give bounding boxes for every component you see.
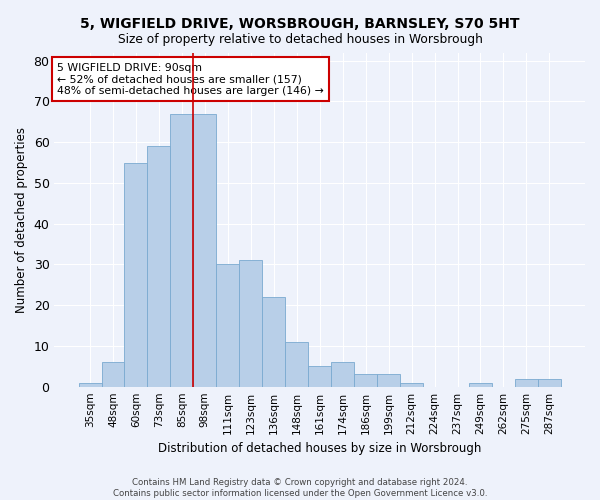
Text: Contains HM Land Registry data © Crown copyright and database right 2024.
Contai: Contains HM Land Registry data © Crown c… — [113, 478, 487, 498]
Text: 5 WIGFIELD DRIVE: 90sqm
← 52% of detached houses are smaller (157)
48% of semi-d: 5 WIGFIELD DRIVE: 90sqm ← 52% of detache… — [57, 62, 324, 96]
Bar — [170, 114, 193, 386]
Bar — [308, 366, 331, 386]
Y-axis label: Number of detached properties: Number of detached properties — [15, 126, 28, 312]
X-axis label: Distribution of detached houses by size in Worsbrough: Distribution of detached houses by size … — [158, 442, 481, 455]
Bar — [193, 114, 217, 386]
Bar — [124, 162, 148, 386]
Text: 5, WIGFIELD DRIVE, WORSBROUGH, BARNSLEY, S70 5HT: 5, WIGFIELD DRIVE, WORSBROUGH, BARNSLEY,… — [80, 18, 520, 32]
Bar — [354, 374, 377, 386]
Bar — [101, 362, 124, 386]
Bar — [239, 260, 262, 386]
Bar — [469, 382, 492, 386]
Bar — [217, 264, 239, 386]
Bar — [538, 378, 561, 386]
Bar — [262, 297, 285, 386]
Bar — [400, 382, 423, 386]
Bar — [331, 362, 354, 386]
Bar — [515, 378, 538, 386]
Bar — [148, 146, 170, 386]
Bar — [79, 382, 101, 386]
Bar — [377, 374, 400, 386]
Text: Size of property relative to detached houses in Worsbrough: Size of property relative to detached ho… — [118, 32, 482, 46]
Bar — [285, 342, 308, 386]
